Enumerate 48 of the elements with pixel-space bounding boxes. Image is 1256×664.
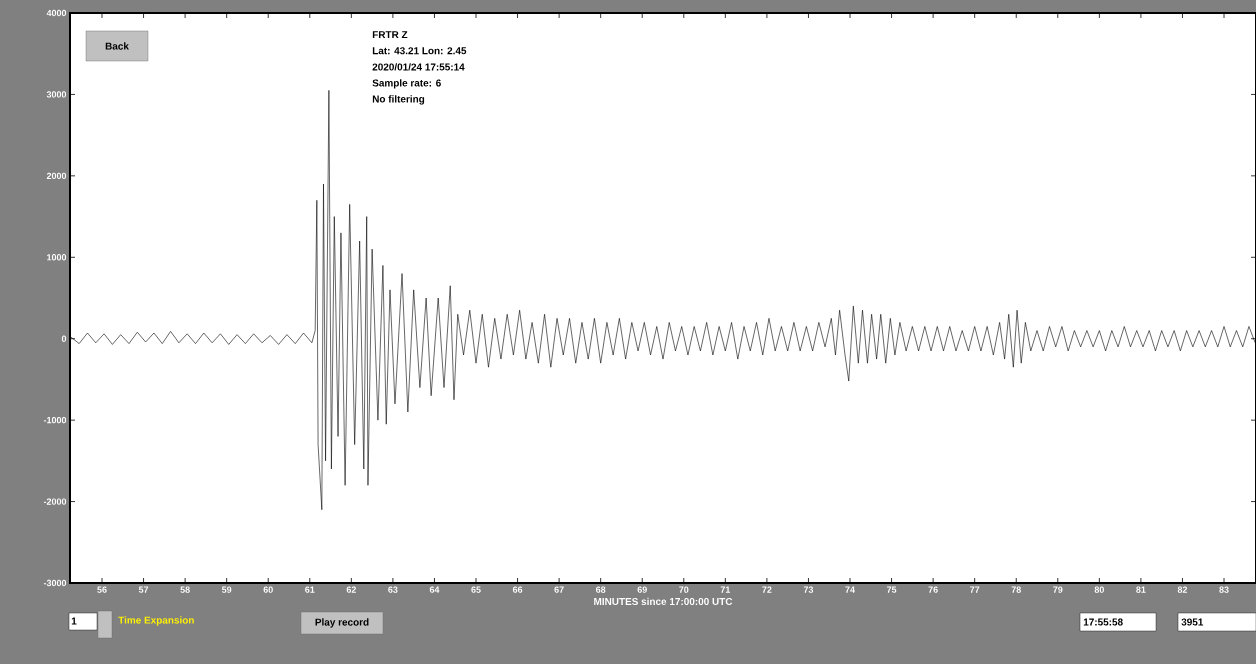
x-tick-label: 65 xyxy=(471,586,481,593)
x-tick-label: 58 xyxy=(180,586,190,593)
x-tick-label: 83 xyxy=(1219,586,1229,593)
y-tick-label: -1000 xyxy=(43,416,67,424)
x-tick-label: 71 xyxy=(720,586,731,593)
y-tick-label: 4000 xyxy=(46,9,67,17)
text: 1 xyxy=(71,617,77,625)
text: Play record xyxy=(315,618,369,628)
x-tick-label: 78 xyxy=(1011,586,1021,593)
x-tick-label: 73 xyxy=(803,586,814,593)
x-tick-label: 60 xyxy=(263,586,273,593)
x-tick-label: 56 xyxy=(97,586,107,593)
text: 17:55:58 xyxy=(1083,618,1123,626)
x-tick-label: 75 xyxy=(886,586,897,593)
x-tick-label: 74 xyxy=(845,586,855,593)
annotation: FRTR Z xyxy=(372,31,408,39)
x-tick-label: 59 xyxy=(221,586,232,593)
text: Time Expansion xyxy=(118,616,194,626)
annotation: Lat: 43.21 Lon: 2.45 xyxy=(372,47,467,55)
x-tick-label: 61 xyxy=(305,586,315,593)
y-tick-label: 0 xyxy=(61,335,67,342)
y-tick-label: 1000 xyxy=(47,254,67,261)
x-tick-label: 68 xyxy=(596,586,606,593)
x-tick-label: 81 xyxy=(1136,586,1146,593)
y-tick-label: 2000 xyxy=(46,172,67,180)
text: 3951 xyxy=(1181,618,1204,626)
x-axis-title: MINUTES since 17:00:00 UTC xyxy=(594,597,733,606)
x-tick-label: 66 xyxy=(512,586,523,593)
y-tick-label: -3000 xyxy=(43,579,67,587)
x-tick-label: 76 xyxy=(928,586,938,593)
x-tick-label: 63 xyxy=(388,586,398,593)
x-tick-label: 67 xyxy=(554,586,564,593)
annotation: No filtering xyxy=(372,95,425,105)
x-tick-label: 72 xyxy=(762,586,772,593)
x-tick-label: 57 xyxy=(138,586,149,593)
annotation: Back xyxy=(105,42,129,50)
x-tick-label: 82 xyxy=(1177,586,1188,593)
annotation: Sample rate: 6 xyxy=(372,79,441,89)
y-tick-label: 3000 xyxy=(46,91,67,98)
x-tick-label: 80 xyxy=(1094,586,1104,593)
x-tick-label: 62 xyxy=(346,586,356,593)
annotation: 2020/01/24 17:55:14 xyxy=(372,63,465,71)
x-tick-label: 79 xyxy=(1053,586,1063,593)
x-tick-label: 69 xyxy=(637,586,647,593)
x-tick-label: 64 xyxy=(429,586,440,593)
x-tick-label: 77 xyxy=(970,586,980,593)
y-tick-label: -2000 xyxy=(43,498,67,505)
x-tick-label: 70 xyxy=(679,586,689,593)
